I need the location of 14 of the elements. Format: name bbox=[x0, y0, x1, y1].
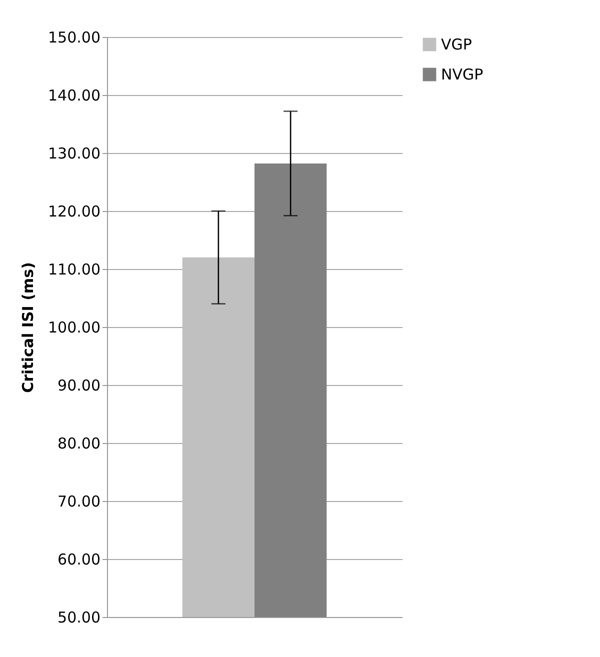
y-tick-label: 130.00 bbox=[48, 144, 100, 162]
y-axis-title: Critical ISI (ms) bbox=[19, 262, 38, 393]
y-tick-label: 100.00 bbox=[48, 318, 100, 336]
y-tick-label: 80.00 bbox=[58, 434, 100, 452]
y-tick-label: 120.00 bbox=[48, 202, 100, 220]
legend-label: VGP bbox=[441, 36, 472, 54]
y-tick-label: 140.00 bbox=[48, 86, 100, 104]
y-tick-label: 60.00 bbox=[58, 550, 100, 568]
y-tick-label: 150.00 bbox=[48, 28, 100, 46]
y-tick-label: 90.00 bbox=[58, 376, 100, 394]
y-tick-label: 50.00 bbox=[58, 608, 100, 626]
y-tick-label: 70.00 bbox=[58, 492, 100, 510]
legend-label: NVGP bbox=[441, 66, 484, 84]
y-tick-label: 110.00 bbox=[48, 260, 100, 278]
